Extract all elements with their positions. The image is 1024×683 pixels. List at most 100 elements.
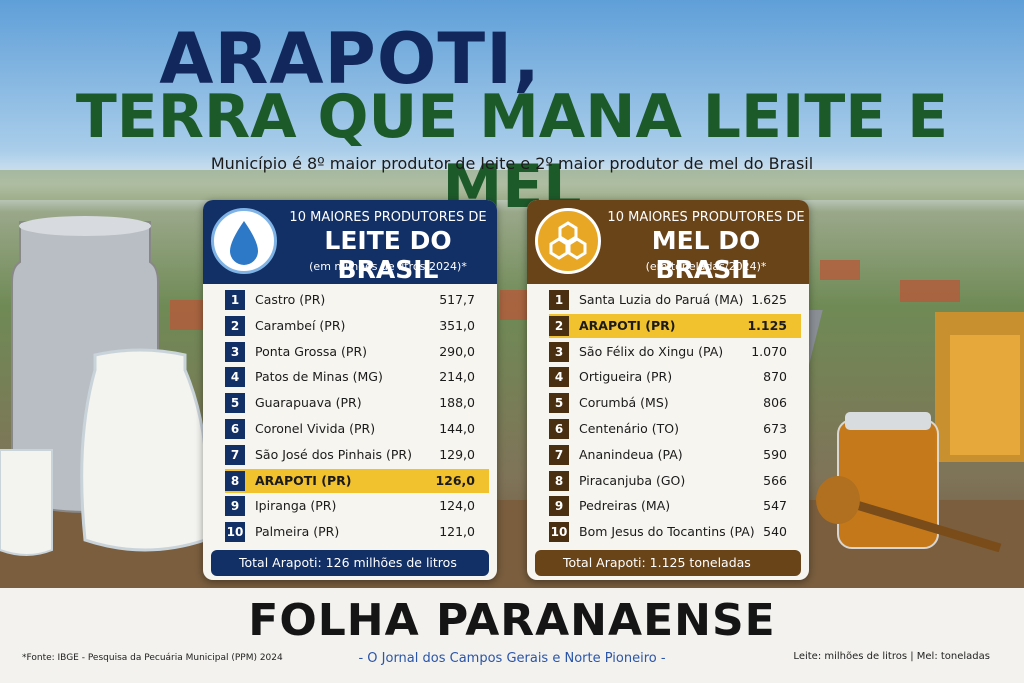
production-value: 126,0 xyxy=(435,472,475,488)
rank-badge: 7 xyxy=(225,444,245,465)
table-row: 9 Ipiranga (PR) 124,0 xyxy=(225,494,489,518)
producer-name: Ponta Grossa (PR) xyxy=(255,343,368,359)
producer-name: Centenário (TO) xyxy=(579,421,679,436)
table-row: 6 Coronel Vivida (PR) 144,0 xyxy=(225,417,489,441)
producer-name: Ipiranga (PR) xyxy=(255,498,337,514)
producer-name: ARAPOTI (PR) xyxy=(579,317,676,333)
table-row: 4 Ortigueira (PR) 870 xyxy=(549,365,801,389)
production-value: 540 xyxy=(763,524,787,540)
table-row: 2 Carambeí (PR) 351,0 xyxy=(225,314,489,338)
table-row: 9 Pedreiras (MA) 547 xyxy=(549,494,801,518)
table-row: 1 Santa Luzia do Paruá (MA) 1.625 xyxy=(549,288,801,312)
production-value: 144,0 xyxy=(439,421,475,436)
table-row: 4 Patos de Minas (MG) 214,0 xyxy=(225,365,489,389)
production-value: 129,0 xyxy=(439,446,475,462)
rank-badge: 2 xyxy=(549,315,569,336)
producer-name: Ortigueira (PR) xyxy=(579,369,673,385)
footer xyxy=(0,588,1024,683)
production-value: 806 xyxy=(763,395,787,411)
producer-name: Palmeira (PR) xyxy=(255,524,340,540)
producer-name: São José dos Pinhais (PR) xyxy=(255,446,412,462)
panel-unit: (em milhões de litros/2024)* xyxy=(309,260,467,273)
honeycomb-icon xyxy=(535,208,601,274)
production-value: 1.125 xyxy=(747,317,787,333)
units-note: Leite: milhões de litros | Mel: tonelada… xyxy=(793,651,990,662)
panel-kicker: 10 MAIORES PRODUTORES DE xyxy=(607,210,805,225)
production-value: 870 xyxy=(763,369,787,385)
table-row: 10 Bom Jesus do Tocantins (PA) 540 xyxy=(549,520,801,544)
rank-badge: 8 xyxy=(225,470,245,491)
panel-header: 10 MAIORES PRODUTORES DE LEITE DO BRASIL… xyxy=(203,200,497,284)
production-value: 351,0 xyxy=(439,317,475,333)
panel-title: MEL DO BRASIL xyxy=(651,226,761,284)
subtitle: Município é 8º maior produtor de leite e… xyxy=(210,154,814,173)
producer-name: Coronel Vivida (PR) xyxy=(255,421,376,436)
rank-badge: 1 xyxy=(225,290,245,310)
rank-badge: 7 xyxy=(549,444,569,465)
rank-badge: 6 xyxy=(549,419,569,439)
production-value: 673 xyxy=(763,421,787,436)
table-row: 2 ARAPOTI (PR) 1.125 xyxy=(549,313,801,338)
producer-name: Carambeí (PR) xyxy=(255,317,346,333)
production-value: 590 xyxy=(763,446,787,462)
production-value: 124,0 xyxy=(439,498,475,514)
table-row: 8 Piracanjuba (GO) 566 xyxy=(549,469,801,493)
rank-badge: 4 xyxy=(225,367,245,388)
table-row: 3 Ponta Grossa (PR) 290,0 xyxy=(225,340,489,364)
producer-name: Piracanjuba (GO) xyxy=(579,472,686,488)
rank-badge: 9 xyxy=(549,496,569,517)
production-value: 214,0 xyxy=(439,369,475,385)
producer-name: Patos de Minas (MG) xyxy=(255,369,383,385)
production-value: 1.625 xyxy=(751,292,787,307)
production-value: 188,0 xyxy=(439,395,475,411)
rank-badge: 9 xyxy=(225,496,245,517)
panel-total: Total Arapoti: 126 milhões de litros xyxy=(211,550,489,576)
rank-badge: 2 xyxy=(225,315,245,336)
milk-panel: 10 MAIORES PRODUTORES DE LEITE DO BRASIL… xyxy=(203,200,497,580)
table-row: 6 Centenário (TO) 673 xyxy=(549,417,801,441)
rank-badge: 1 xyxy=(549,290,569,310)
producer-name: Pedreiras (MA) xyxy=(579,498,671,514)
table-row: 5 Corumbá (MS) 806 xyxy=(549,391,801,415)
source-note: *Fonte: IBGE - Pesquisa da Pecuária Muni… xyxy=(22,653,283,663)
producer-name: Corumbá (MS) xyxy=(579,395,669,411)
title-line-1: ARAPOTI, xyxy=(159,18,541,100)
tagline: - O Jornal dos Campos Gerais e Norte Pio… xyxy=(358,651,666,666)
producer-name: Santa Luzia do Paruá (MA) xyxy=(579,292,744,307)
producer-name: Bom Jesus do Tocantins (PA) xyxy=(579,524,755,540)
table-row: 10 Palmeira (PR) 121,0 xyxy=(225,520,489,544)
table-row: 7 Ananindeua (PA) 590 xyxy=(549,443,801,467)
title-line-2: TERRA QUE MANA LEITE E MEL xyxy=(75,82,949,222)
panel-title: LEITE DO BRASIL xyxy=(324,226,452,284)
producer-name: Ananindeua (PA) xyxy=(579,446,683,462)
rank-badge: 6 xyxy=(225,419,245,439)
panel-header: 10 MAIORES PRODUTORES DE MEL DO BRASIL (… xyxy=(527,200,809,284)
production-value: 121,0 xyxy=(439,524,475,540)
drop-icon xyxy=(211,208,277,274)
honey-panel: 10 MAIORES PRODUTORES DE MEL DO BRASIL (… xyxy=(527,200,809,580)
production-value: 517,7 xyxy=(439,292,475,307)
production-value: 290,0 xyxy=(439,343,475,359)
brand: FOLHA PARANAENSE xyxy=(248,595,776,646)
production-value: 1.070 xyxy=(751,343,787,359)
rank-badge: 10 xyxy=(549,522,569,543)
panel-kicker: 10 MAIORES PRODUTORES DE xyxy=(289,210,487,225)
producer-name: São Félix do Xingu (PA) xyxy=(579,343,724,359)
table-row: 3 São Félix do Xingu (PA) 1.070 xyxy=(549,340,801,364)
rank-badge: 5 xyxy=(549,393,569,414)
rank-badge: 5 xyxy=(225,393,245,414)
producer-name: Castro (PR) xyxy=(255,292,326,307)
producer-name: Guarapuava (PR) xyxy=(255,395,362,411)
rank-badge: 3 xyxy=(225,341,245,362)
production-value: 547 xyxy=(763,498,787,514)
rank-badge: 4 xyxy=(549,367,569,388)
panel-total: Total Arapoti: 1.125 toneladas xyxy=(535,550,801,576)
production-value: 566 xyxy=(763,472,787,488)
rank-badge: 8 xyxy=(549,470,569,491)
panel-unit: (em toneladas/2024)* xyxy=(645,260,767,273)
table-row: 7 São José dos Pinhais (PR) 129,0 xyxy=(225,443,489,467)
table-row: 8 ARAPOTI (PR) 126,0 xyxy=(225,468,489,493)
rank-badge: 3 xyxy=(549,341,569,362)
table-row: 1 Castro (PR) 517,7 xyxy=(225,288,489,312)
